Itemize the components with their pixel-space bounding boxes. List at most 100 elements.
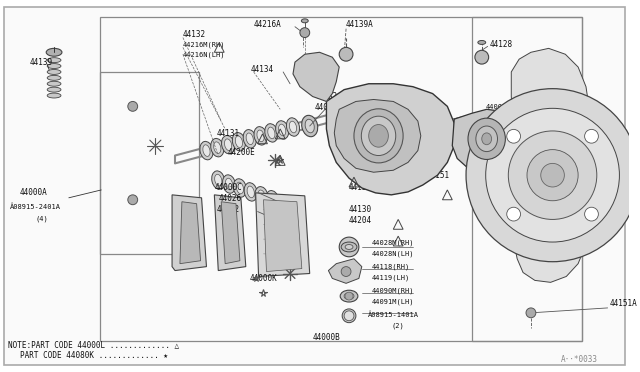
Ellipse shape bbox=[301, 19, 308, 23]
Polygon shape bbox=[511, 48, 592, 282]
Text: 44134: 44134 bbox=[251, 65, 274, 74]
Text: PART CODE 44080K ............. ★: PART CODE 44080K ............. ★ bbox=[20, 351, 168, 360]
Ellipse shape bbox=[266, 190, 279, 209]
Ellipse shape bbox=[200, 141, 213, 160]
Circle shape bbox=[475, 50, 489, 64]
Ellipse shape bbox=[354, 109, 403, 163]
Circle shape bbox=[584, 207, 598, 221]
Text: 44119(LH): 44119(LH) bbox=[372, 274, 410, 281]
Ellipse shape bbox=[478, 41, 486, 44]
Text: 44010(LH): 44010(LH) bbox=[486, 113, 524, 119]
Ellipse shape bbox=[225, 139, 232, 151]
Text: 44151A: 44151A bbox=[609, 298, 637, 308]
Ellipse shape bbox=[203, 145, 210, 156]
Text: 44091M(LH): 44091M(LH) bbox=[372, 299, 414, 305]
Ellipse shape bbox=[344, 293, 354, 299]
Text: 44139: 44139 bbox=[29, 58, 52, 67]
Text: NOTE:PART CODE 44000L ............. △: NOTE:PART CODE 44000L ............. △ bbox=[8, 341, 179, 350]
Text: 44132: 44132 bbox=[183, 30, 206, 39]
Text: 44028N(LH): 44028N(LH) bbox=[372, 251, 414, 257]
Ellipse shape bbox=[276, 121, 289, 139]
Circle shape bbox=[507, 207, 520, 221]
Ellipse shape bbox=[234, 179, 246, 197]
Circle shape bbox=[526, 308, 536, 318]
Ellipse shape bbox=[258, 190, 265, 202]
Ellipse shape bbox=[46, 48, 62, 56]
Ellipse shape bbox=[236, 182, 243, 194]
Ellipse shape bbox=[236, 136, 243, 148]
Text: A··*0033: A··*0033 bbox=[561, 355, 597, 363]
Polygon shape bbox=[264, 200, 302, 272]
Polygon shape bbox=[452, 109, 516, 170]
Circle shape bbox=[541, 163, 564, 187]
Circle shape bbox=[507, 129, 520, 143]
Ellipse shape bbox=[212, 171, 225, 189]
Ellipse shape bbox=[244, 183, 257, 201]
Text: 44000(RH): 44000(RH) bbox=[486, 103, 524, 110]
Ellipse shape bbox=[369, 125, 388, 147]
Circle shape bbox=[486, 108, 620, 242]
Ellipse shape bbox=[269, 194, 276, 206]
Circle shape bbox=[128, 195, 138, 205]
Text: 44151: 44151 bbox=[427, 171, 450, 180]
Bar bbox=[472, 17, 582, 341]
Ellipse shape bbox=[232, 132, 246, 151]
Ellipse shape bbox=[47, 81, 61, 86]
Circle shape bbox=[300, 28, 310, 38]
Text: 44122: 44122 bbox=[216, 205, 239, 214]
Text: 44204: 44204 bbox=[349, 216, 372, 225]
Text: 44128: 44128 bbox=[490, 40, 513, 49]
Text: 44216M(RH): 44216M(RH) bbox=[183, 41, 225, 48]
Text: Â08915-2401A: Â08915-2401A bbox=[10, 203, 61, 210]
Ellipse shape bbox=[243, 129, 256, 148]
Bar bbox=[100, 17, 582, 341]
Ellipse shape bbox=[47, 70, 61, 74]
Polygon shape bbox=[172, 195, 207, 270]
Text: 44131: 44131 bbox=[216, 129, 239, 138]
Text: 44216A: 44216A bbox=[253, 20, 282, 29]
Text: 44130: 44130 bbox=[349, 205, 372, 214]
Circle shape bbox=[508, 131, 597, 219]
Ellipse shape bbox=[47, 58, 61, 62]
Ellipse shape bbox=[280, 198, 287, 209]
Text: 44001: 44001 bbox=[409, 105, 432, 114]
Text: 44000C: 44000C bbox=[214, 183, 242, 192]
Text: 44090E: 44090E bbox=[315, 103, 342, 112]
Ellipse shape bbox=[246, 133, 253, 145]
Ellipse shape bbox=[301, 115, 317, 137]
Text: 44130: 44130 bbox=[349, 183, 372, 192]
Text: 44216N(LH): 44216N(LH) bbox=[183, 51, 225, 58]
Polygon shape bbox=[255, 193, 310, 276]
Text: 44000K: 44000K bbox=[250, 274, 278, 283]
Ellipse shape bbox=[247, 186, 254, 198]
Text: (4): (4) bbox=[35, 215, 48, 222]
Text: Â08915-1401A: Â08915-1401A bbox=[368, 311, 419, 318]
Circle shape bbox=[339, 47, 353, 61]
Circle shape bbox=[339, 237, 359, 257]
Ellipse shape bbox=[211, 138, 224, 157]
Ellipse shape bbox=[265, 124, 278, 142]
Polygon shape bbox=[504, 35, 604, 306]
Polygon shape bbox=[180, 202, 200, 264]
Text: 44118(RH): 44118(RH) bbox=[372, 263, 410, 270]
Ellipse shape bbox=[47, 93, 61, 98]
Text: 44000A: 44000A bbox=[20, 188, 47, 198]
Polygon shape bbox=[328, 259, 362, 283]
Circle shape bbox=[584, 129, 598, 143]
Text: 44090M(RH): 44090M(RH) bbox=[372, 288, 414, 295]
Ellipse shape bbox=[305, 119, 314, 133]
Ellipse shape bbox=[340, 290, 358, 302]
Polygon shape bbox=[334, 99, 421, 172]
Ellipse shape bbox=[221, 135, 235, 154]
Ellipse shape bbox=[268, 127, 275, 139]
Ellipse shape bbox=[476, 126, 497, 151]
Polygon shape bbox=[326, 84, 454, 195]
Text: 44200E: 44200E bbox=[228, 148, 256, 157]
Ellipse shape bbox=[342, 309, 356, 323]
Ellipse shape bbox=[214, 142, 221, 154]
Circle shape bbox=[341, 267, 351, 276]
Ellipse shape bbox=[214, 174, 222, 186]
Ellipse shape bbox=[468, 118, 506, 160]
Circle shape bbox=[128, 102, 138, 111]
Polygon shape bbox=[293, 52, 339, 102]
